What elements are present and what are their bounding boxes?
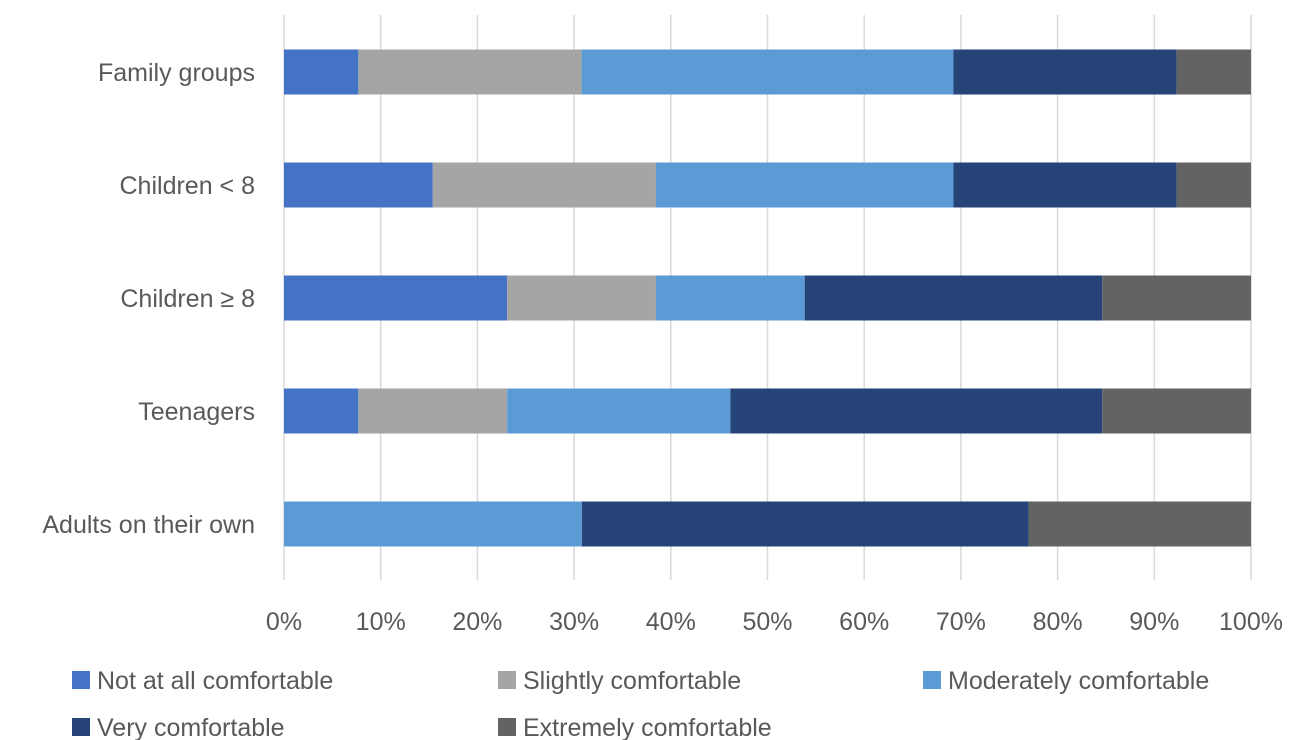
x-tick-label: 70% xyxy=(936,608,986,636)
x-tick-label: 40% xyxy=(646,608,696,636)
bar-segment xyxy=(358,49,582,95)
bar-segment xyxy=(1102,275,1251,321)
x-tick-label: 100% xyxy=(1219,608,1283,636)
bar-segment xyxy=(953,162,1177,208)
bar-segment xyxy=(358,388,508,434)
bar-segment xyxy=(284,162,433,208)
x-tick-label: 0% xyxy=(266,608,302,636)
bar-segment xyxy=(655,162,954,208)
bar-segment xyxy=(953,49,1177,95)
category-label: Teenagers xyxy=(138,398,255,426)
bar-segment xyxy=(581,501,1029,547)
bar-segment xyxy=(507,275,656,321)
x-tick-label: 20% xyxy=(452,608,502,636)
legend-swatch xyxy=(498,718,516,736)
legend-label: Very comfortable xyxy=(97,714,285,740)
x-axis-tick-labels: 0% 10% 20% 30% 40% 50% 60% 70% 80% 90% 100% xyxy=(266,608,1283,636)
category-label: Children ≥ 8 xyxy=(120,285,255,313)
bar-segment xyxy=(1176,162,1251,208)
bar-segment xyxy=(284,275,508,321)
bar-segment xyxy=(1176,49,1251,95)
bar-segment xyxy=(507,388,731,434)
legend-label: Extremely comfortable xyxy=(523,714,772,740)
bar-segment xyxy=(284,49,359,95)
x-tick-label: 30% xyxy=(549,608,599,636)
x-tick-label: 10% xyxy=(356,608,406,636)
category-label: Children < 8 xyxy=(120,172,256,200)
legend: Not at all comfortable Slightly comfortab… xyxy=(72,667,1209,740)
bar-segment xyxy=(655,275,805,321)
bar-segment xyxy=(730,388,1103,434)
category-label: Family groups xyxy=(98,59,255,87)
legend-label: Moderately comfortable xyxy=(948,667,1209,695)
x-tick-label: 50% xyxy=(742,608,792,636)
legend-label: Slightly comfortable xyxy=(523,667,741,695)
x-tick-label: 90% xyxy=(1129,608,1179,636)
bar-segment xyxy=(284,388,359,434)
x-tick-label: 60% xyxy=(839,608,889,636)
legend-swatch xyxy=(72,718,90,736)
bar-segment xyxy=(1102,388,1251,434)
bar-segment xyxy=(581,49,954,95)
bar-segment xyxy=(432,162,656,208)
bar-segment xyxy=(284,501,582,547)
legend-swatch xyxy=(923,671,941,689)
bars xyxy=(284,49,1251,547)
bar-segment xyxy=(804,275,1103,321)
category-labels: Family groups Children < 8 Children ≥ 8 Tee… xyxy=(42,59,255,539)
legend-swatch xyxy=(498,671,516,689)
legend-swatch xyxy=(72,671,90,689)
category-label: Adults on their own xyxy=(42,511,255,539)
x-tick-label: 80% xyxy=(1033,608,1083,636)
bar-segment xyxy=(1028,501,1251,547)
legend-label: Not at all comfortable xyxy=(97,667,333,695)
